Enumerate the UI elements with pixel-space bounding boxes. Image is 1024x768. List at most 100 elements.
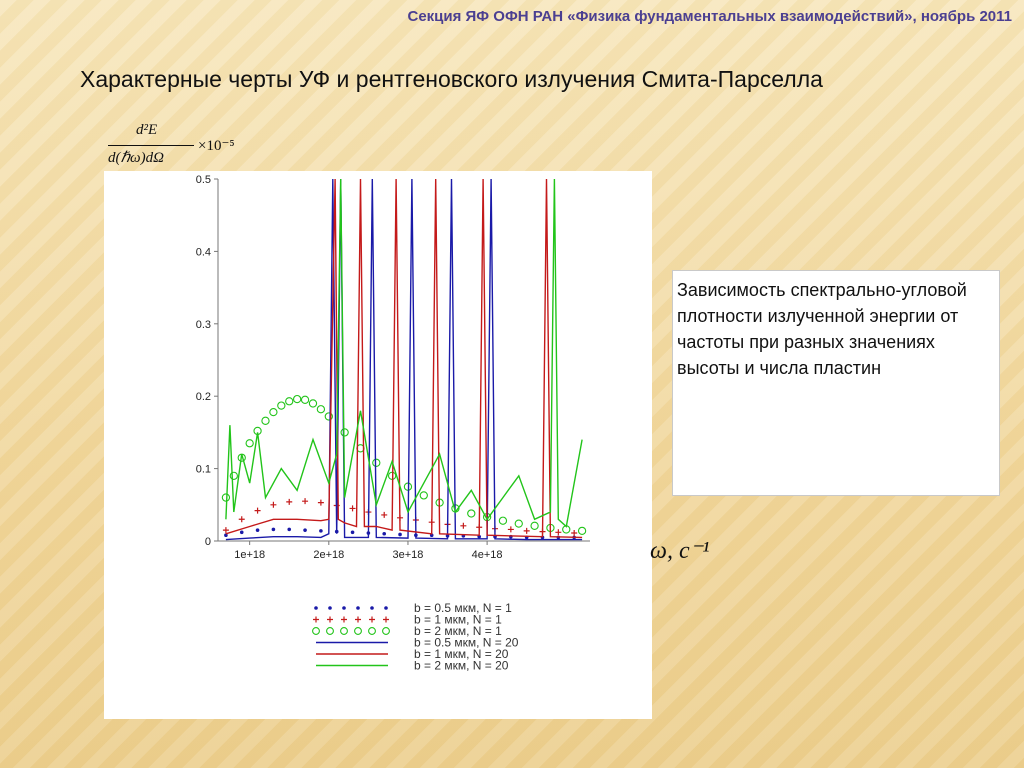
data-point	[514, 519, 523, 528]
legend-swatch	[356, 606, 360, 610]
data-point	[308, 399, 318, 408]
legend-swatch	[326, 627, 334, 635]
data-point	[498, 516, 508, 525]
data-point	[221, 493, 231, 502]
formula-denominator: d(ℏω)dΩ	[108, 150, 164, 166]
data-point	[239, 530, 244, 535]
x-tick-label: 2e+18	[313, 549, 344, 561]
chart-panel: 1e+18 2e+18 3e+18 4e+18 0 0.1 0.2 0.3 0.4 0.5 b …	[104, 171, 652, 719]
data-point	[245, 439, 254, 448]
data-point	[340, 428, 349, 437]
data-point	[372, 458, 381, 467]
data-point	[222, 527, 229, 534]
legend-label: b = 1 мкм, N = 20	[414, 647, 509, 661]
slide-title: Характерные черты УФ и рентгеновского из…	[80, 66, 823, 92]
series-line	[225, 178, 583, 539]
legend-label: b = 2 мкм, N = 1	[414, 624, 502, 638]
x-tick-label: 3e+18	[393, 549, 424, 561]
x-tick-label: 1e+18	[234, 549, 265, 561]
data-point	[349, 505, 356, 512]
data-point	[530, 521, 539, 530]
series-line	[225, 178, 583, 541]
y-tick-label: 0.1	[196, 464, 211, 476]
data-point	[300, 395, 310, 404]
data-point	[254, 507, 261, 514]
data-point	[224, 533, 228, 538]
legend-swatch	[369, 616, 375, 623]
legend-swatch	[313, 616, 319, 623]
spectrum-chart: 1e+18 2e+18 3e+18 4e+18 0 0.1 0.2 0.3 0.4 0.5 b …	[196, 174, 590, 673]
legend-swatch	[327, 616, 333, 623]
data-point	[270, 501, 277, 508]
legend-entry: b = 2 мкм, N = 20	[316, 659, 509, 673]
legend-swatch	[355, 616, 361, 623]
data-point	[419, 491, 428, 500]
slide-header: Секция ЯФ ОФН РАН «Физика фундаментальны…	[0, 0, 1024, 40]
data-point	[286, 498, 293, 505]
data-point	[277, 401, 286, 410]
x-tick-label: 4e+18	[472, 549, 503, 561]
plot-area	[217, 178, 590, 542]
data-point	[350, 530, 355, 535]
legend-swatch	[368, 627, 376, 635]
formula-numerator: d²E	[136, 122, 158, 138]
formula-fraction-bar	[108, 145, 194, 146]
data-point	[555, 529, 562, 536]
data-point	[238, 516, 245, 523]
y-tick-label: 0.3	[196, 319, 211, 331]
legend-swatch	[328, 606, 332, 610]
series-line	[225, 178, 583, 528]
legend-swatch	[312, 627, 320, 635]
legend-label: b = 1 мкм, N = 1	[414, 613, 502, 627]
legend-entry: b = 1 мкм, N = 1	[313, 613, 502, 627]
data-point	[269, 407, 278, 417]
data-point	[571, 530, 578, 537]
y-tick-label: 0.4	[196, 246, 211, 258]
data-point	[507, 526, 514, 533]
formula-multiplier: ×10⁻⁵	[198, 138, 235, 154]
data-point	[381, 511, 388, 518]
data-point	[317, 499, 324, 506]
data-point	[319, 529, 323, 533]
legend-swatch	[370, 606, 374, 610]
data-point	[303, 528, 307, 532]
data-point	[302, 498, 309, 505]
series-2	[221, 394, 587, 536]
section-title: Секция ЯФ ОФН РАН «Физика фундаментальны…	[407, 8, 1012, 25]
chart-legend: b = 0.5 мкм, N = 1b = 1 мкм, N = 1b = 2 …	[312, 601, 519, 673]
legend-entry: b = 1 мкм, N = 20	[316, 647, 509, 661]
legend-label: b = 2 мкм, N = 20	[414, 659, 509, 673]
legend-swatch	[314, 606, 318, 610]
y-tick-label: 0.5	[196, 174, 211, 186]
series-4	[225, 178, 583, 539]
data-point	[287, 527, 292, 532]
data-point	[398, 532, 402, 537]
y-tick-label: 0.2	[196, 391, 211, 403]
data-point	[292, 394, 302, 404]
legend-swatch	[340, 627, 348, 635]
data-point	[316, 405, 326, 414]
data-point	[382, 531, 387, 536]
x-axis-ticks: 1e+18 2e+18 3e+18 4e+18	[234, 541, 503, 561]
description-box: Зависимость спектрально-угловой плотност…	[672, 270, 1000, 496]
y-axis-ticks: 0 0.1 0.2 0.3 0.4 0.5	[196, 174, 218, 548]
y-axis-formula: d²E d(ℏω)dΩ ×10⁻⁵	[106, 122, 256, 170]
legend-swatch	[354, 627, 362, 635]
data-point	[467, 509, 476, 518]
data-point	[460, 522, 467, 529]
data-point	[324, 412, 333, 421]
data-point	[577, 526, 587, 536]
data-point	[523, 527, 530, 534]
y-tick-label: 0	[205, 536, 211, 548]
legend-swatch	[341, 616, 347, 623]
data-point	[255, 528, 260, 532]
legend-label: b = 0.5 мкм, N = 1	[414, 601, 512, 615]
data-point	[271, 527, 276, 532]
legend-swatch	[384, 606, 388, 610]
legend-entry: b = 2 мкм, N = 1	[312, 624, 502, 638]
data-point	[285, 397, 294, 406]
legend-entry: b = 0.5 мкм, N = 20	[316, 636, 519, 650]
legend-label: b = 0.5 мкм, N = 20	[414, 636, 519, 650]
legend-swatch	[382, 627, 390, 635]
legend-swatch	[383, 616, 389, 623]
